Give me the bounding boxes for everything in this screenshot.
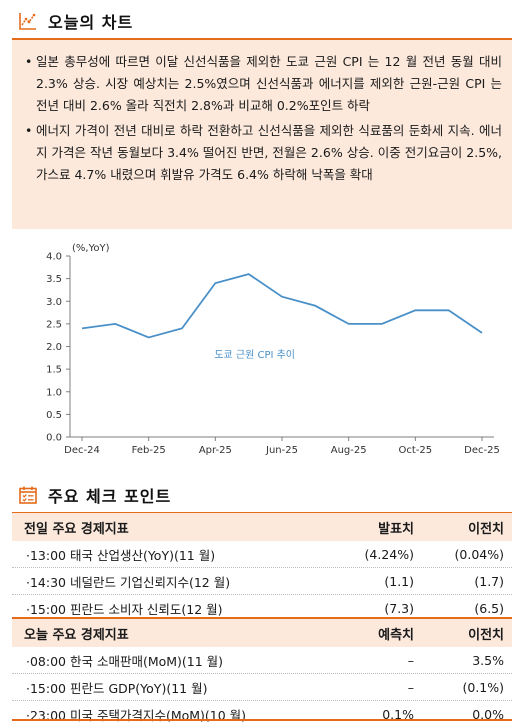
bottom-divider bbox=[12, 719, 512, 721]
y-tick-label: 1.0 bbox=[46, 387, 62, 398]
actual-value: (1.1) bbox=[384, 573, 414, 589]
checkpoints-section-header: 주요 체크 포인트 bbox=[0, 478, 517, 512]
forecast-value: – bbox=[407, 652, 414, 668]
indicator-name: 23:00 미국 주택가격지수(MoM)(10 월) bbox=[12, 705, 312, 724]
x-tick-label: Oct-25 bbox=[399, 445, 433, 456]
chart-section-header: 오늘의 차트 bbox=[0, 4, 517, 38]
calendar-checklist-icon bbox=[19, 486, 37, 504]
table-row: 23:00 미국 주택가격지수(MoM)(10 월) 0.1% 0.0% bbox=[12, 701, 512, 728]
today-indicators-table: 오늘 주요 경제지표 예측치 이전치 08:00 한국 소매판매(MoM)(11… bbox=[12, 617, 512, 728]
actual-value: (7.3) bbox=[384, 601, 414, 616]
table-row: 15:00 핀란드 소비자 신뢰도(12 월) (7.3) (6.5) bbox=[12, 595, 512, 622]
y-tick-label: 0.5 bbox=[46, 410, 62, 421]
header-actual: 발표치 bbox=[378, 521, 414, 537]
summary-bullet: 에너지 가격이 전년 대비로 하락 전환하고 신선식품을 제외한 식료품의 둔화… bbox=[25, 120, 502, 185]
summary-bullet: 일본 총무성에 따르면 이달 신선식품을 제외한 도쿄 근원 CPI 는 12 … bbox=[25, 51, 502, 116]
previous-value: (6.5) bbox=[474, 601, 504, 616]
table-row: 15:00 핀란드 GDP(YoY)(11 월) – (0.1%) bbox=[12, 674, 512, 701]
previous-value: (1.7) bbox=[474, 573, 504, 589]
checkpoints-section-title: 주요 체크 포인트 bbox=[48, 487, 172, 506]
table-row: 13:00 태국 산업생산(YoY)(11 월) (4.24%) (0.04%) bbox=[12, 541, 512, 568]
cpi-line-chart: 0.0 0.5 1.0 1.5 2.0 2.5 3.0 3.5 4.0 (%,YoY) Dec-24… bbox=[46, 243, 500, 456]
indicator-name: 14:30 네덜란드 기업신뢰지수(12 월) bbox=[12, 572, 312, 591]
x-tick-label: Apr-25 bbox=[199, 445, 232, 456]
previous-indicators-table: 전일 주요 경제지표 발표치 이전치 13:00 태국 산업생산(YoY)(11… bbox=[12, 513, 512, 622]
y-axis-label: (%,YoY) bbox=[72, 243, 110, 254]
header-indicator: 오늘 주요 경제지표 bbox=[24, 627, 129, 643]
series-label: 도쿄 근원 CPI 추이 bbox=[214, 349, 295, 361]
indicator-name: 15:00 핀란드 소비자 신뢰도(12 월) bbox=[12, 599, 312, 618]
previous-value: 0.0% bbox=[472, 707, 504, 722]
y-tick-label: 2.5 bbox=[46, 319, 62, 330]
indicator-name: 08:00 한국 소매판매(MoM)(11 월) bbox=[12, 651, 312, 670]
header-previous: 이전치 bbox=[468, 627, 504, 643]
table-header: 전일 주요 경제지표 발표치 이전치 bbox=[12, 513, 512, 541]
line-chart-icon bbox=[19, 13, 36, 30]
header-indicator: 전일 주요 경제지표 bbox=[24, 521, 129, 537]
indicator-name: 15:00 핀란드 GDP(YoY)(11 월) bbox=[12, 678, 312, 697]
actual-value: (4.24%) bbox=[364, 546, 414, 562]
table-row: 14:30 네덜란드 기업신뢰지수(12 월) (1.1) (1.7) bbox=[12, 568, 512, 595]
previous-value: (0.1%) bbox=[462, 679, 504, 695]
header-previous: 이전치 bbox=[468, 521, 504, 537]
forecast-value: – bbox=[407, 679, 414, 695]
previous-value: (0.04%) bbox=[454, 546, 504, 562]
indicator-name: 13:00 태국 산업생산(YoY)(11 월) bbox=[12, 545, 312, 564]
header-forecast: 예측치 bbox=[378, 627, 414, 643]
y-tick-label: 3.0 bbox=[46, 297, 62, 308]
table-row: 08:00 한국 소매판매(MoM)(11 월) – 3.5% bbox=[12, 647, 512, 674]
forecast-value: 0.1% bbox=[382, 707, 414, 722]
y-tick-label: 1.5 bbox=[46, 365, 62, 376]
previous-value: 3.5% bbox=[472, 652, 504, 668]
table-header: 오늘 주요 경제지표 예측치 이전치 bbox=[12, 619, 512, 647]
chart-section-title: 오늘의 차트 bbox=[48, 13, 134, 32]
y-tick-label: 3.5 bbox=[46, 274, 62, 285]
section-divider bbox=[12, 38, 512, 40]
y-tick-label: 4.0 bbox=[46, 252, 62, 263]
summary-box: 일본 총무성에 따르면 이달 신선식품을 제외한 도쿄 근원 CPI 는 12 … bbox=[12, 40, 512, 229]
x-tick-label: Feb-25 bbox=[132, 445, 166, 456]
x-tick-label: Dec-25 bbox=[464, 445, 500, 456]
series-line bbox=[81, 273, 483, 339]
x-tick-label: Jun-25 bbox=[265, 445, 298, 456]
y-tick-label: 0.0 bbox=[46, 433, 62, 444]
x-tick-label: Dec-24 bbox=[64, 445, 100, 456]
x-tick-label: Aug-25 bbox=[331, 445, 367, 456]
y-tick-label: 2.0 bbox=[46, 342, 62, 353]
